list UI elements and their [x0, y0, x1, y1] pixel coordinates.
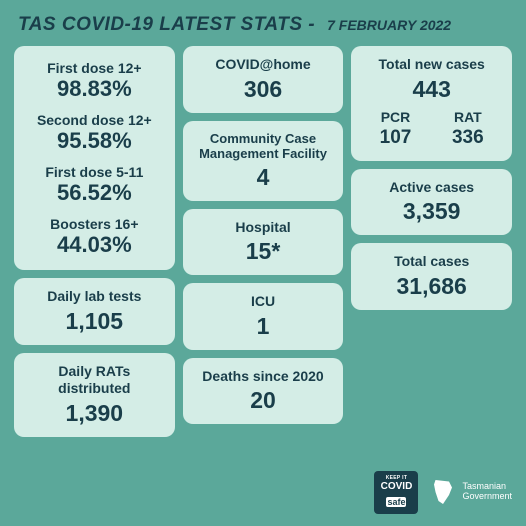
vax-label: First dose 5-11 [24, 164, 165, 180]
card-value: 1,105 [22, 308, 167, 335]
deaths-card: Deaths since 2020 20 [183, 358, 344, 425]
covidsafe-logo: KEEP IT COVID safe [374, 471, 418, 515]
icu-card: ICU 1 [183, 283, 344, 350]
vax-first-dose-5-11: First dose 5-11 56.52% [24, 164, 165, 206]
covidsafe-top: KEEP IT [377, 475, 415, 481]
hospital-card: Hospital 15* [183, 209, 344, 276]
card-label: Deaths since 2020 [191, 368, 336, 386]
tasmanian-government-logo: Tasmanian Government [428, 477, 512, 507]
card-label: Hospital [191, 219, 336, 237]
vax-value: 44.03% [24, 232, 165, 258]
card-value: 306 [191, 76, 336, 103]
split-label: RAT [452, 109, 484, 125]
card-value: 4 [191, 164, 336, 191]
vax-label: Boosters 16+ [24, 216, 165, 232]
column-middle: COVID@home 306 Community Case Management… [183, 46, 344, 437]
card-label: COVID@home [191, 56, 336, 74]
card-label: Daily lab tests [22, 288, 167, 306]
vax-label: Second dose 12+ [24, 112, 165, 128]
lab-tests-card: Daily lab tests 1,105 [14, 278, 175, 345]
card-label: ICU [191, 293, 336, 311]
covid-home-card: COVID@home 306 [183, 46, 344, 113]
split-value: 107 [380, 127, 412, 149]
card-value: 1 [191, 313, 336, 340]
rats-distributed-card: Daily RATs distributed 1,390 [14, 353, 175, 437]
card-value: 15* [191, 238, 336, 265]
card-value: 443 [359, 76, 504, 103]
vax-first-dose-12: First dose 12+ 98.83% [24, 60, 165, 102]
stats-grid: First dose 12+ 98.83% Second dose 12+ 95… [0, 46, 526, 437]
pcr-col: PCR 107 [380, 109, 412, 149]
split-value: 336 [452, 127, 484, 149]
card-label: Community Case Management Facility [191, 131, 336, 162]
logos: KEEP IT COVID safe Tasmanian Government [374, 471, 512, 515]
new-cases-split: PCR 107 RAT 336 [359, 109, 504, 149]
card-value: 1,390 [22, 400, 167, 427]
cmf-card: Community Case Management Facility 4 [183, 121, 344, 201]
tasmania-icon [428, 477, 458, 507]
split-label: PCR [380, 109, 412, 125]
tasgov-line2: Government [462, 492, 512, 502]
card-value: 3,359 [359, 198, 504, 225]
vax-label: First dose 12+ [24, 60, 165, 76]
card-label: Daily RATs distributed [22, 363, 167, 398]
vax-value: 95.58% [24, 128, 165, 154]
header: TAS COVID-19 LATEST STATS - 7 FEBRUARY 2… [0, 0, 526, 46]
column-right: Total new cases 443 PCR 107 RAT 336 Acti… [351, 46, 512, 437]
card-label: Total cases [359, 253, 504, 271]
header-date: 7 FEBRUARY 2022 [327, 17, 451, 33]
tasgov-text: Tasmanian Government [462, 482, 512, 502]
vax-value: 56.52% [24, 180, 165, 206]
covidsafe-bottom: safe [386, 497, 406, 507]
vax-value: 98.83% [24, 76, 165, 102]
vax-boosters-16: Boosters 16+ 44.03% [24, 216, 165, 258]
card-label: Total new cases [359, 56, 504, 74]
active-cases-card: Active cases 3,359 [351, 169, 512, 236]
rat-col: RAT 336 [452, 109, 484, 149]
vaccination-card: First dose 12+ 98.83% Second dose 12+ 95… [14, 46, 175, 270]
column-left: First dose 12+ 98.83% Second dose 12+ 95… [14, 46, 175, 437]
header-title: TAS COVID-19 LATEST STATS - [18, 14, 315, 36]
card-value: 31,686 [359, 273, 504, 300]
covidsafe-mid: COVID [377, 482, 415, 492]
total-cases-card: Total cases 31,686 [351, 243, 512, 310]
new-cases-card: Total new cases 443 PCR 107 RAT 336 [351, 46, 512, 161]
vax-second-dose-12: Second dose 12+ 95.58% [24, 112, 165, 154]
card-label: Active cases [359, 179, 504, 197]
card-value: 20 [191, 387, 336, 414]
